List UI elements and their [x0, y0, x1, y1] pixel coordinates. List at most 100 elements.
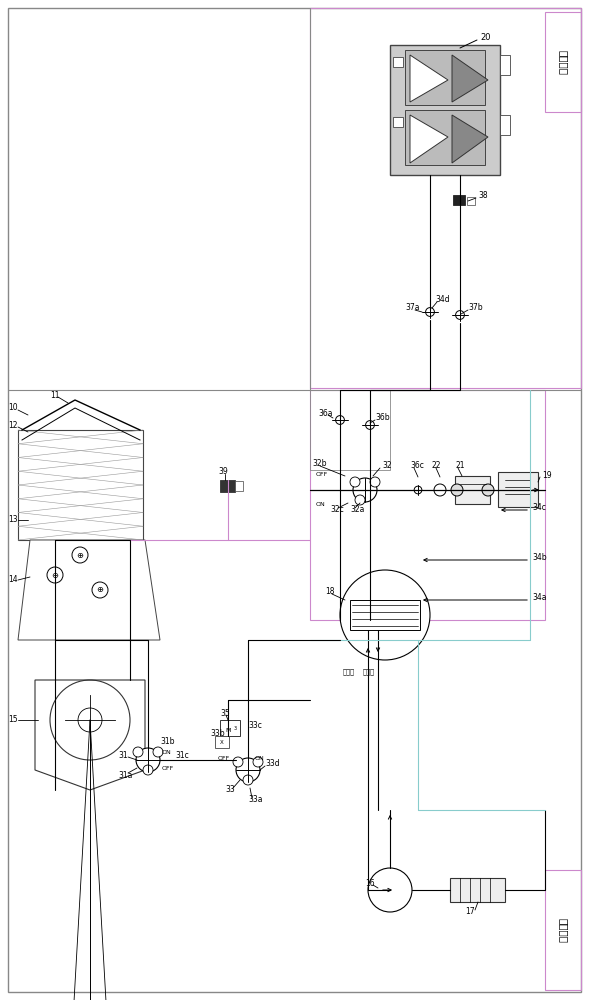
Text: 3: 3	[233, 726, 237, 732]
Text: X: X	[220, 740, 224, 744]
Text: 33d: 33d	[265, 760, 280, 768]
Text: 22: 22	[432, 462, 442, 471]
Bar	[215, 736, 229, 748]
Bar	[498, 472, 538, 507]
Text: 32a: 32a	[350, 506, 365, 514]
Circle shape	[47, 567, 63, 583]
Polygon shape	[18, 540, 160, 640]
Circle shape	[243, 775, 253, 785]
Text: 13: 13	[8, 516, 18, 524]
Text: 11: 11	[50, 390, 59, 399]
Text: M: M	[226, 728, 231, 732]
Polygon shape	[410, 115, 448, 163]
Bar	[310, 390, 390, 470]
Text: 37a: 37a	[405, 304, 419, 312]
Bar	[310, 390, 545, 620]
Polygon shape	[452, 115, 488, 163]
Text: OFF: OFF	[218, 756, 230, 760]
Text: OFF: OFF	[162, 766, 174, 770]
Text: 36a: 36a	[318, 408, 333, 418]
Text: 16: 16	[365, 879, 375, 888]
Circle shape	[368, 868, 412, 912]
Text: 水入口: 水入口	[343, 669, 355, 675]
Text: 35: 35	[220, 708, 230, 718]
Bar	[500, 55, 510, 75]
Text: 19: 19	[542, 471, 552, 480]
Text: 31b: 31b	[160, 738, 174, 746]
Text: 18: 18	[325, 587, 335, 596]
Bar	[405, 110, 485, 165]
Circle shape	[451, 484, 463, 496]
Circle shape	[414, 486, 422, 494]
Text: 15: 15	[8, 716, 18, 724]
Bar	[18, 430, 143, 540]
Circle shape	[253, 757, 263, 767]
Text: OFF: OFF	[316, 472, 328, 477]
Circle shape	[143, 765, 153, 775]
Bar	[545, 12, 581, 112]
Circle shape	[50, 680, 130, 760]
Text: 32: 32	[382, 462, 392, 471]
Circle shape	[350, 477, 360, 487]
Text: ON: ON	[316, 502, 326, 506]
Circle shape	[482, 484, 494, 496]
Text: 33a: 33a	[248, 796, 263, 804]
Text: 36c: 36c	[410, 462, 424, 471]
Text: 33: 33	[225, 786, 235, 794]
Bar	[545, 870, 581, 990]
Text: 12: 12	[8, 420, 18, 430]
Text: 33b: 33b	[210, 728, 224, 738]
Text: 31a: 31a	[118, 770, 133, 780]
Text: 34a: 34a	[532, 593, 547, 602]
Bar	[393, 57, 403, 67]
Circle shape	[355, 495, 365, 505]
Text: 31: 31	[118, 750, 128, 760]
Circle shape	[370, 477, 380, 487]
Text: 33c: 33c	[248, 720, 262, 730]
Polygon shape	[410, 55, 448, 102]
Text: 39: 39	[218, 468, 228, 477]
Text: 室内单元: 室内单元	[558, 918, 568, 942]
Bar	[450, 878, 505, 902]
Circle shape	[434, 484, 446, 496]
Circle shape	[426, 308, 435, 316]
Circle shape	[366, 421, 375, 429]
Text: 10: 10	[8, 403, 18, 412]
Circle shape	[92, 582, 108, 598]
Circle shape	[456, 311, 464, 319]
Text: 20: 20	[480, 33, 491, 42]
Text: 34d: 34d	[435, 296, 449, 304]
Text: ⊕: ⊕	[97, 585, 104, 594]
Text: ON: ON	[255, 756, 264, 760]
Text: ⊕: ⊕	[51, 570, 58, 580]
Bar	[390, 45, 500, 175]
Circle shape	[233, 757, 243, 767]
Text: ON: ON	[162, 750, 172, 756]
Bar	[453, 195, 465, 205]
Circle shape	[153, 747, 163, 757]
Text: ⊕: ⊕	[77, 550, 84, 560]
Text: 38: 38	[478, 190, 488, 200]
Bar	[310, 8, 581, 388]
Bar	[455, 476, 490, 504]
Text: 31c: 31c	[175, 750, 188, 760]
Bar	[220, 720, 240, 736]
Circle shape	[353, 478, 377, 502]
Circle shape	[78, 708, 102, 732]
Text: 37b: 37b	[468, 304, 482, 312]
Text: 36b: 36b	[375, 414, 390, 422]
Text: 21: 21	[455, 462, 465, 471]
Text: 14: 14	[8, 576, 18, 584]
Circle shape	[336, 416, 345, 424]
Circle shape	[236, 758, 260, 782]
Circle shape	[72, 547, 88, 563]
Bar	[405, 50, 485, 105]
Bar	[350, 600, 420, 630]
Text: 34c: 34c	[532, 504, 546, 512]
Text: 32c: 32c	[330, 506, 344, 514]
Polygon shape	[452, 55, 488, 102]
Bar	[393, 117, 403, 127]
Circle shape	[133, 747, 143, 757]
Text: 室外单元: 室外单元	[558, 49, 568, 75]
Text: 34b: 34b	[532, 554, 547, 562]
